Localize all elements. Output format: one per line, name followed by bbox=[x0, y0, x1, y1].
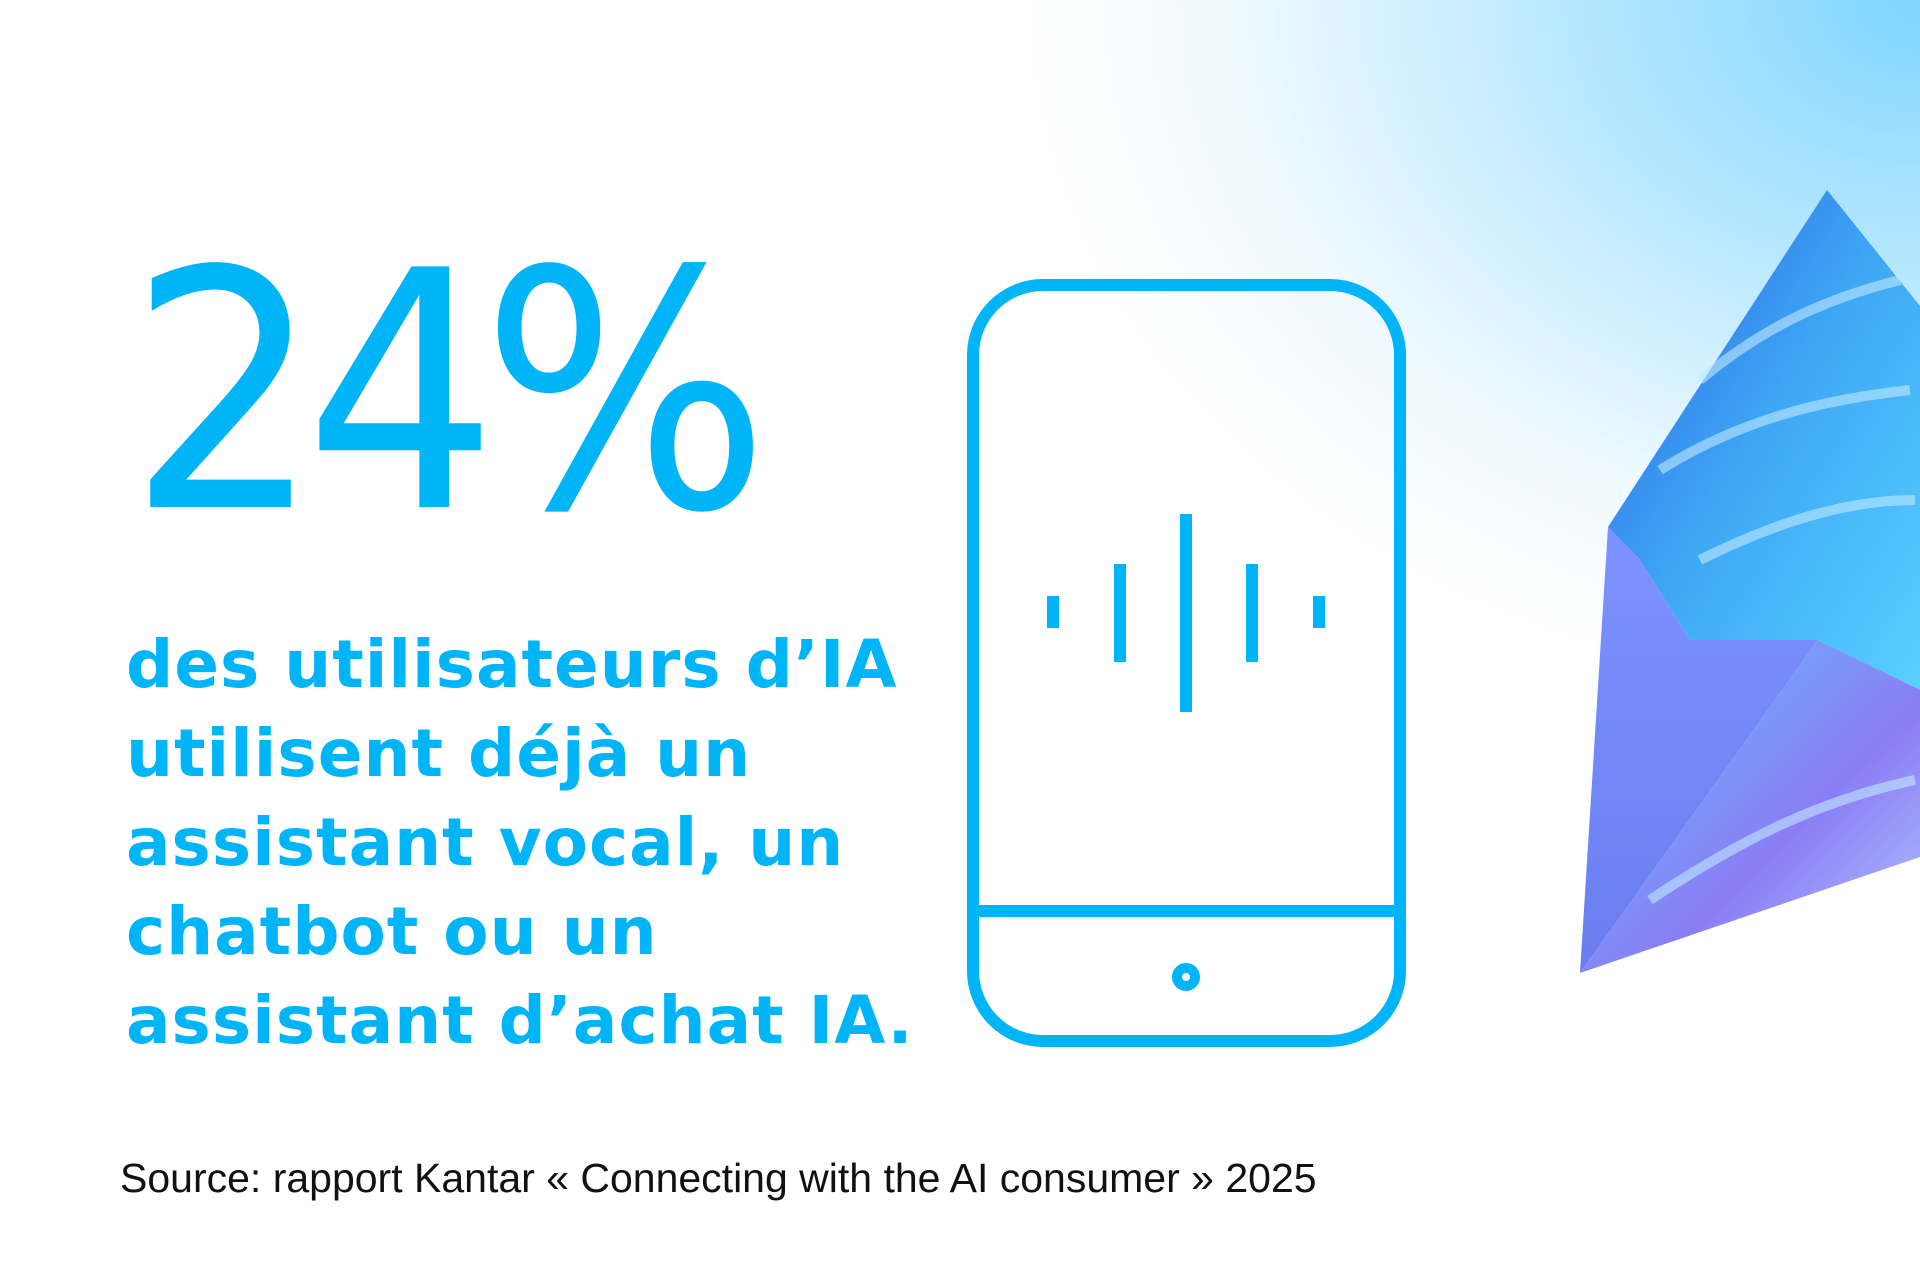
description-line: des utilisateurs d’IA bbox=[126, 626, 898, 703]
phone-outline bbox=[967, 279, 1406, 1047]
description-line: chatbot ou un bbox=[126, 893, 658, 970]
description-line: utilisent déjà un bbox=[126, 715, 752, 792]
headline-percentage: 24% bbox=[128, 201, 770, 585]
description-line: assistant vocal, un bbox=[126, 804, 845, 881]
source-citation: Source: rapport Kantar « Connecting with… bbox=[120, 1155, 1317, 1201]
smartphone-voice-icon bbox=[967, 279, 1406, 1047]
soundwave-icon bbox=[1047, 514, 1325, 712]
crystal-prism-icon bbox=[1580, 190, 1920, 973]
description-line: assistant d’achat IA. bbox=[126, 982, 914, 1059]
description-text: des utilisateurs d’IA utilisent déjà un … bbox=[126, 620, 914, 1065]
home-button-icon bbox=[1172, 963, 1200, 991]
